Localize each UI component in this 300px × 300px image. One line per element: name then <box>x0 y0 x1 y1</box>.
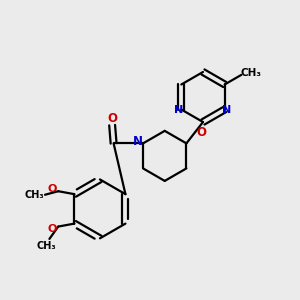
Text: N: N <box>222 104 232 115</box>
Text: O: O <box>48 224 57 234</box>
Text: N: N <box>174 104 184 115</box>
Text: CH₃: CH₃ <box>25 190 44 200</box>
Text: O: O <box>107 112 117 125</box>
Text: O: O <box>48 184 57 194</box>
Text: CH₃: CH₃ <box>37 241 56 251</box>
Text: O: O <box>196 126 206 139</box>
Text: CH₃: CH₃ <box>240 68 261 78</box>
Text: N: N <box>133 135 143 148</box>
